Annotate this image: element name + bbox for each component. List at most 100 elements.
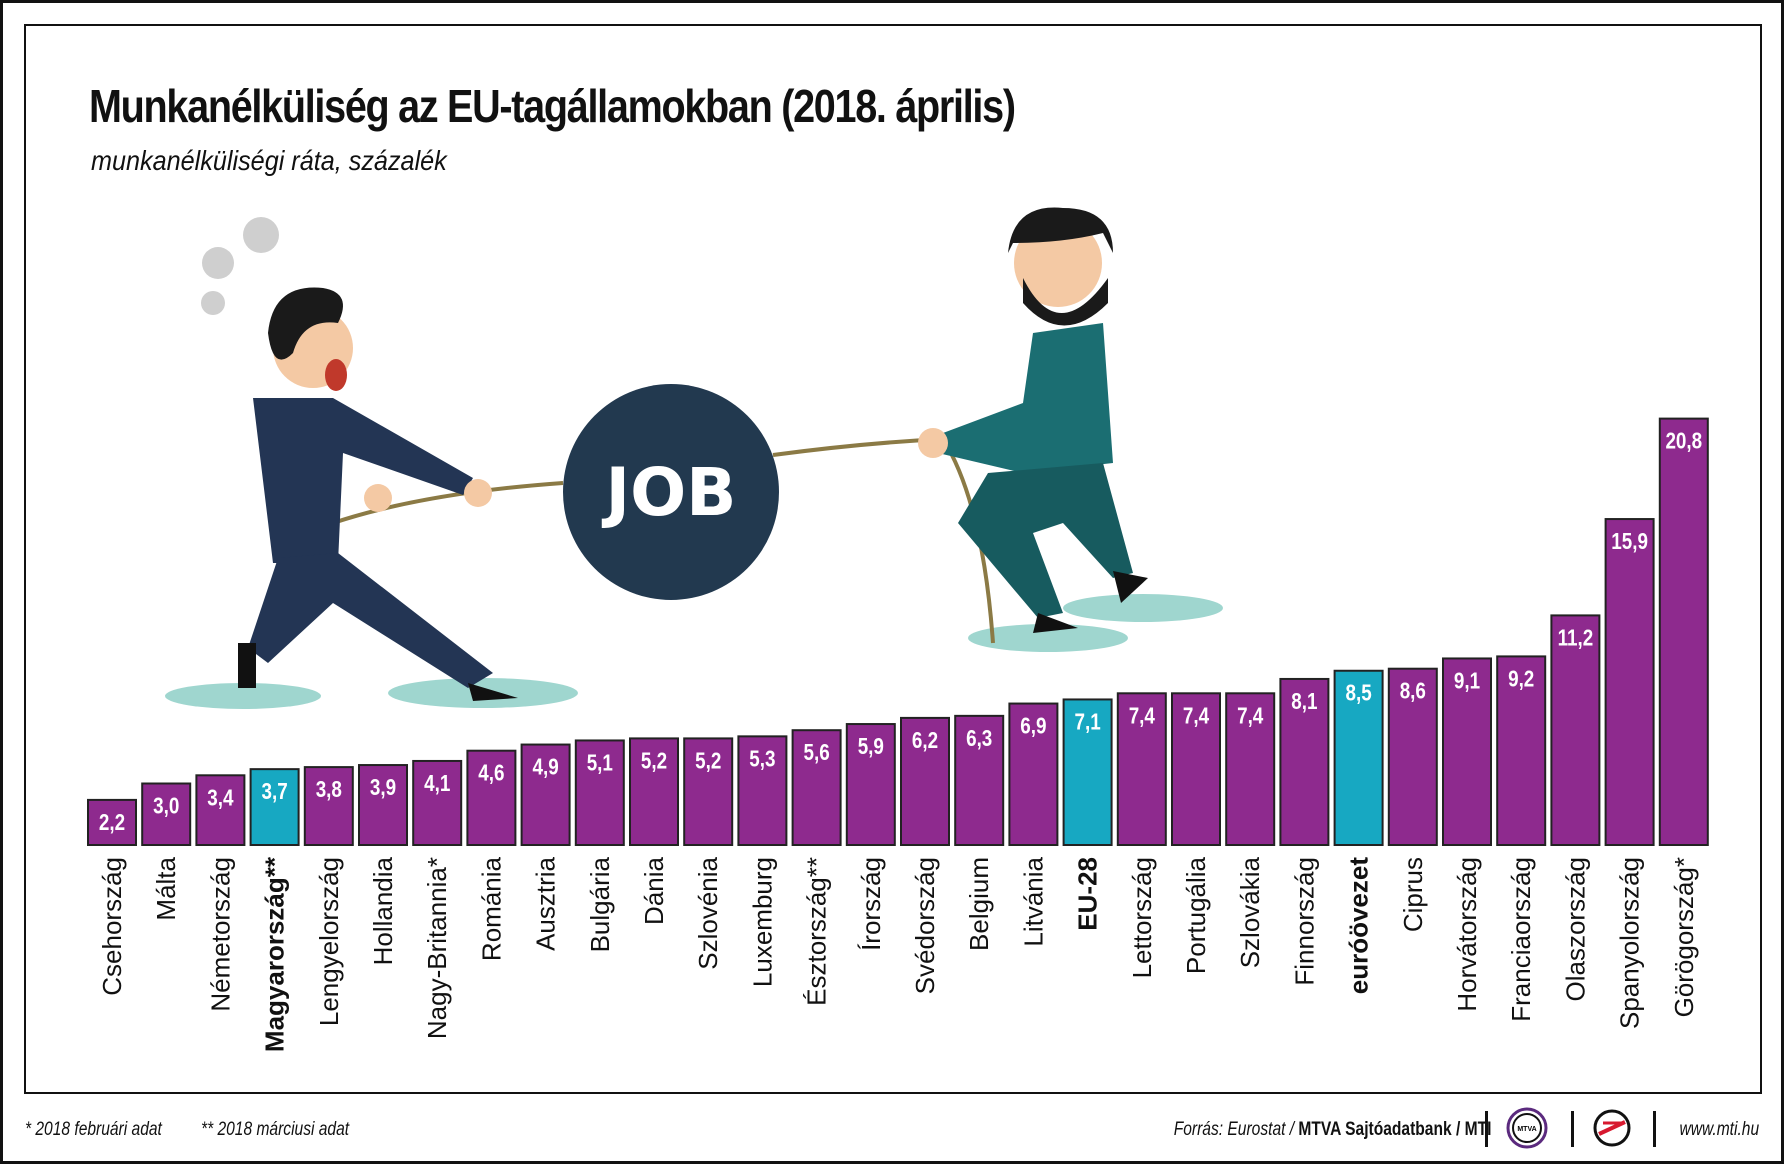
bar-18 [1062, 698, 1113, 847]
scared-businessman-figure [238, 287, 518, 701]
bar-value-label: 7,4 [1237, 704, 1263, 729]
bar-3 [249, 768, 300, 847]
bar-value-label: 5,2 [695, 749, 721, 774]
category-label: Ciprus [1398, 857, 1428, 932]
category-label: Észtország** [802, 857, 832, 1006]
mtva-logo: MTVA [1506, 1107, 1548, 1149]
bar-28 [1604, 518, 1655, 846]
category-label: Görögország* [1669, 857, 1699, 1017]
bar-chart: JOB 2,2 Csehország 3,0 Málta 3,4 Németország 3… [87, 207, 1709, 1052]
angry-businessman-figure [918, 207, 1148, 633]
bar-16 [954, 714, 1005, 846]
bar-value-label: 11,2 [1558, 626, 1594, 651]
bar-17 [1008, 702, 1059, 846]
category-label: EU-28 [1073, 857, 1103, 931]
category-label: Finnország [1289, 857, 1319, 986]
bar-22 [1279, 677, 1330, 847]
bar-value-label: 2,2 [99, 810, 125, 835]
bar-27 [1550, 614, 1601, 847]
bar-value-label: 20,8 [1665, 429, 1702, 454]
category-label: Csehország [97, 857, 127, 996]
category-label: Spanyolország [1615, 857, 1645, 1029]
footnote-february: * 2018 februári adat [25, 1119, 162, 1140]
bar-29 [1658, 417, 1709, 846]
category-label: euróövezet [1344, 857, 1374, 995]
bar-6 [412, 759, 463, 847]
bar-value-label: 8,6 [1400, 679, 1426, 704]
svg-text:MTVA: MTVA [1517, 1126, 1536, 1133]
bar-13 [791, 729, 842, 847]
job-ball-label: JOB [602, 454, 737, 531]
source-prefix: Forrás: Eurostat / [1173, 1119, 1298, 1140]
shadow-right-1 [968, 624, 1128, 652]
bar-value-label: 8,5 [1345, 681, 1371, 706]
bar-value-label: 3,9 [370, 775, 396, 800]
bar-15 [900, 716, 950, 847]
job-ball [563, 384, 779, 600]
source-credit: Forrás: Eurostat / MTVA Sajtóadatbank / … [1173, 1119, 1491, 1141]
category-label: Luxemburg [747, 857, 777, 987]
category-label: Nagy-Britannia* [422, 857, 452, 1039]
bar-value-label: 5,9 [858, 734, 884, 759]
category-label: Románia [476, 856, 506, 961]
bar-21 [1225, 692, 1276, 846]
illustration: JOB [165, 207, 1223, 709]
chart-subtitle: munkanélküliségi ráta, százalék [91, 145, 447, 176]
category-label: Ausztria [531, 856, 561, 950]
bar-24 [1387, 667, 1438, 847]
bar-value-label: 5,3 [749, 747, 775, 772]
website-link[interactable]: www.mti.hu [1679, 1119, 1759, 1140]
bar-value-label: 15,9 [1611, 529, 1648, 554]
bar-value-label: 9,1 [1454, 669, 1480, 694]
bar-value-label: 4,9 [532, 755, 558, 780]
chart-title: Munkanélküliség az EU-tagállamokban (201… [89, 80, 1016, 132]
bar-value-label: 3,8 [316, 777, 342, 802]
category-label: Lengyelország [314, 857, 344, 1026]
bar-value-label: 7,4 [1129, 704, 1155, 729]
bar-11 [683, 737, 734, 847]
shadow-left-1 [165, 683, 321, 709]
category-label: Bulgária [585, 856, 615, 952]
category-label: Írország [856, 857, 886, 951]
bar-8 [520, 743, 571, 846]
bar-2 [195, 774, 246, 846]
divider [1485, 1111, 1488, 1147]
bar-0 [87, 798, 137, 847]
footnote-march: ** 2018 márciusi adat [201, 1119, 350, 1140]
bar-5 [358, 764, 408, 846]
divider [1571, 1111, 1574, 1147]
category-label: Szlovénia [693, 856, 723, 969]
shadow-right-2 [1063, 594, 1223, 622]
category-label: Málta [151, 856, 181, 920]
bar-20 [1171, 692, 1221, 846]
source-suffix: / MTI [1451, 1119, 1491, 1140]
bar-value-label: 7,4 [1183, 704, 1209, 729]
bar-7 [466, 749, 517, 847]
bar-value-label: 6,9 [1020, 714, 1046, 739]
bar-value-label: 6,3 [966, 726, 992, 751]
category-label: Németország [205, 857, 235, 1012]
category-label: Lettország [1127, 857, 1157, 978]
category-label: Szlovákia [1235, 856, 1265, 968]
category-label: Svédország [910, 857, 940, 994]
chart-frame [24, 24, 1762, 1094]
bar-value-label: 5,6 [803, 741, 829, 766]
category-label: Litvánia [1018, 856, 1048, 946]
bar-value-label: 9,2 [1508, 667, 1534, 692]
bar-value-label: 4,1 [424, 771, 450, 796]
category-label: Olaszország [1560, 857, 1590, 1002]
bar-value-label: 3,7 [261, 779, 287, 804]
source-bold: MTVA Sajtóadatbank [1297, 1119, 1452, 1140]
bar-value-label: 5,2 [641, 749, 667, 774]
bar-value-label: 7,1 [1074, 710, 1100, 735]
divider [1653, 1111, 1656, 1147]
category-label: Horvátország [1452, 857, 1482, 1012]
bar-4 [303, 766, 354, 846]
bar-9 [574, 739, 625, 847]
bar-value-label: 3,4 [207, 786, 233, 811]
bar-value-label: 5,1 [587, 751, 613, 776]
bar-value-label: 3,0 [153, 794, 179, 819]
category-label: Hollandia [368, 856, 398, 965]
mti-logo [1593, 1109, 1631, 1147]
